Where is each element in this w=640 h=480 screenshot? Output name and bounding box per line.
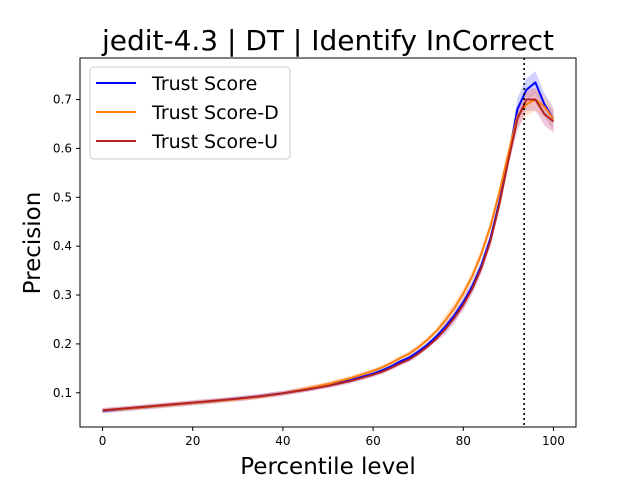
x-tick-label: 0 xyxy=(99,434,107,448)
y-tick-label: 0.1 xyxy=(53,386,72,400)
y-axis-ticks: 0.1 0.2 0.3 0.4 0.5 0.6 0.7 xyxy=(53,93,80,400)
y-tick-label: 0.3 xyxy=(53,288,72,302)
series-line-2 xyxy=(102,98,555,412)
legend: Trust Score Trust Score-D Trust Score-U xyxy=(89,66,291,160)
x-axis-label: Percentile level xyxy=(240,454,415,480)
y-tick-label: 0.5 xyxy=(53,190,72,204)
y-tick-label: 0.7 xyxy=(53,93,72,107)
x-tick-label: 60 xyxy=(365,434,380,448)
y-tick-label: 0.6 xyxy=(53,141,72,155)
legend-label-1: Trust Score-D xyxy=(151,102,279,124)
x-tick-label: 20 xyxy=(185,434,200,448)
y-tick-label: 0.2 xyxy=(53,337,72,351)
y-axis-label: Precision xyxy=(20,192,46,295)
x-axis-ticks: 0 20 40 60 80 100 xyxy=(99,427,565,448)
legend-label-2: Trust Score-U xyxy=(151,131,278,153)
legend-box xyxy=(89,66,291,160)
series-lines xyxy=(102,81,555,412)
chart-title: jedit-4.3 | DT | Identify InCorrect xyxy=(101,24,554,57)
legend-label-0: Trust Score xyxy=(151,73,257,95)
x-tick-label: 100 xyxy=(542,434,565,448)
x-tick-label: 40 xyxy=(275,434,290,448)
y-tick-label: 0.4 xyxy=(53,239,72,253)
plot-area-frame xyxy=(79,57,577,428)
x-tick-label: 80 xyxy=(456,434,471,448)
